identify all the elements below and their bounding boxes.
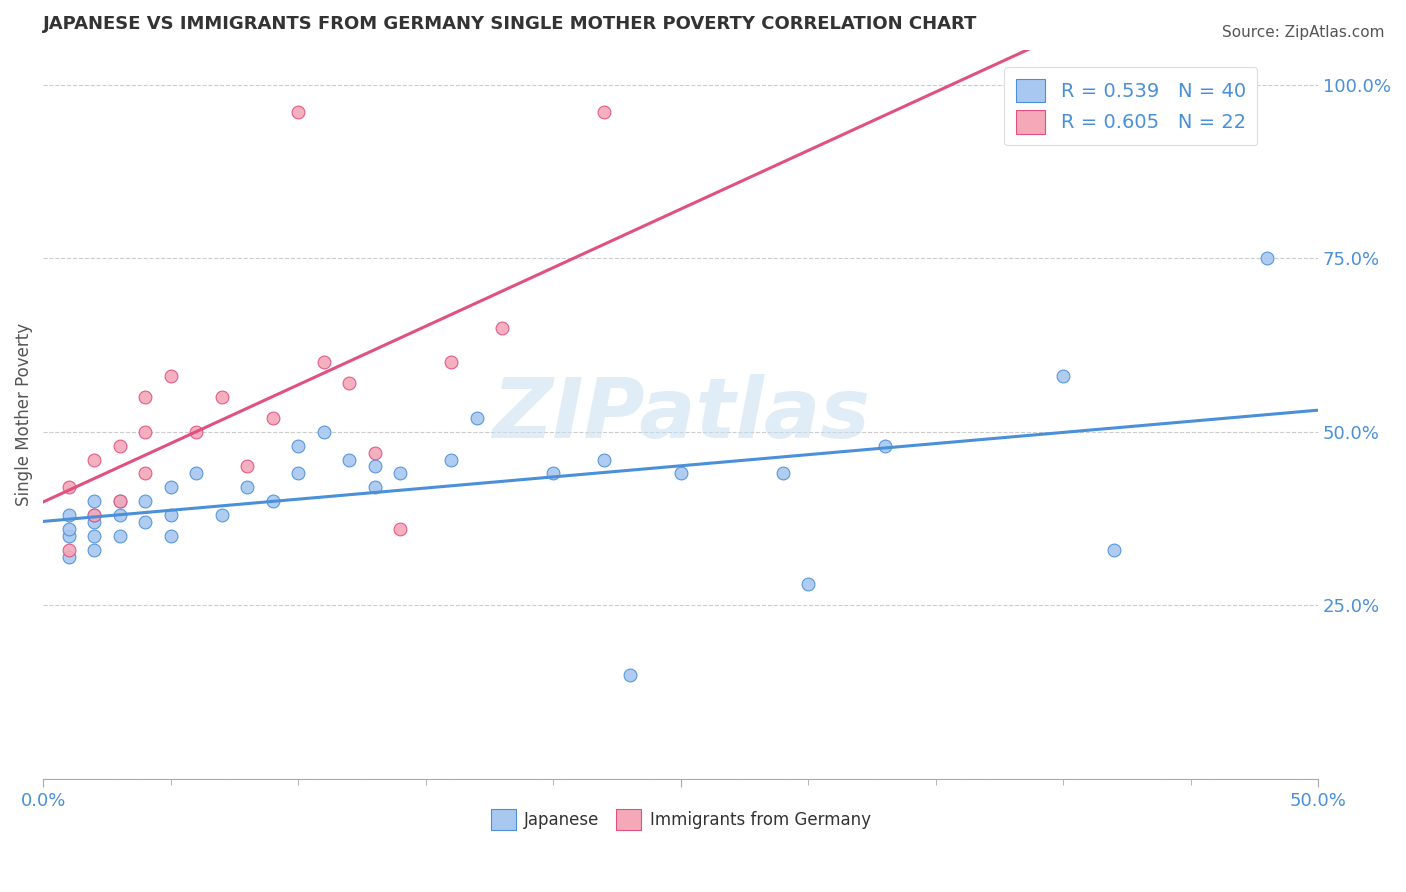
- Point: [134, 494, 156, 508]
- Point: [83, 452, 105, 467]
- Point: [58, 508, 80, 522]
- Point: [1052, 369, 1074, 384]
- Point: [134, 515, 156, 529]
- Point: [364, 480, 387, 494]
- Point: [262, 494, 284, 508]
- Point: [364, 445, 387, 459]
- Point: [312, 425, 335, 439]
- Point: [797, 577, 820, 591]
- Point: [772, 467, 794, 481]
- Point: [58, 529, 80, 543]
- Text: ZIPatlas: ZIPatlas: [492, 374, 870, 455]
- Point: [337, 452, 360, 467]
- Point: [236, 459, 259, 474]
- Point: [108, 529, 131, 543]
- Point: [337, 376, 360, 391]
- Text: Source: ZipAtlas.com: Source: ZipAtlas.com: [1222, 25, 1385, 40]
- Point: [543, 467, 565, 481]
- Point: [262, 410, 284, 425]
- Point: [593, 105, 616, 120]
- Point: [134, 390, 156, 404]
- Point: [83, 542, 105, 557]
- Point: [108, 494, 131, 508]
- Point: [1256, 251, 1278, 265]
- Point: [440, 355, 463, 369]
- Point: [465, 410, 488, 425]
- Point: [211, 390, 233, 404]
- Point: [160, 529, 183, 543]
- Point: [491, 320, 513, 334]
- Point: [669, 467, 692, 481]
- Point: [83, 508, 105, 522]
- Point: [160, 369, 183, 384]
- Point: [211, 508, 233, 522]
- Point: [160, 480, 183, 494]
- Point: [312, 355, 335, 369]
- Point: [58, 522, 80, 536]
- Point: [134, 467, 156, 481]
- Point: [287, 467, 309, 481]
- Point: [83, 494, 105, 508]
- Point: [108, 439, 131, 453]
- Point: [108, 494, 131, 508]
- Point: [287, 439, 309, 453]
- Point: [287, 105, 309, 120]
- Point: [58, 480, 80, 494]
- Legend: Japanese, Immigrants from Germany: Japanese, Immigrants from Germany: [484, 803, 877, 836]
- Point: [236, 480, 259, 494]
- Point: [83, 529, 105, 543]
- Point: [1102, 542, 1125, 557]
- Y-axis label: Single Mother Poverty: Single Mother Poverty: [15, 323, 32, 506]
- Point: [186, 467, 208, 481]
- Point: [873, 439, 896, 453]
- Point: [83, 515, 105, 529]
- Point: [389, 522, 412, 536]
- Text: JAPANESE VS IMMIGRANTS FROM GERMANY SINGLE MOTHER POVERTY CORRELATION CHART: JAPANESE VS IMMIGRANTS FROM GERMANY SING…: [44, 15, 977, 33]
- Point: [364, 459, 387, 474]
- Point: [619, 667, 641, 681]
- Point: [58, 549, 80, 564]
- Point: [593, 452, 616, 467]
- Point: [440, 452, 463, 467]
- Point: [58, 542, 80, 557]
- Point: [108, 508, 131, 522]
- Point: [389, 467, 412, 481]
- Point: [186, 425, 208, 439]
- Point: [160, 508, 183, 522]
- Point: [134, 425, 156, 439]
- Point: [83, 508, 105, 522]
